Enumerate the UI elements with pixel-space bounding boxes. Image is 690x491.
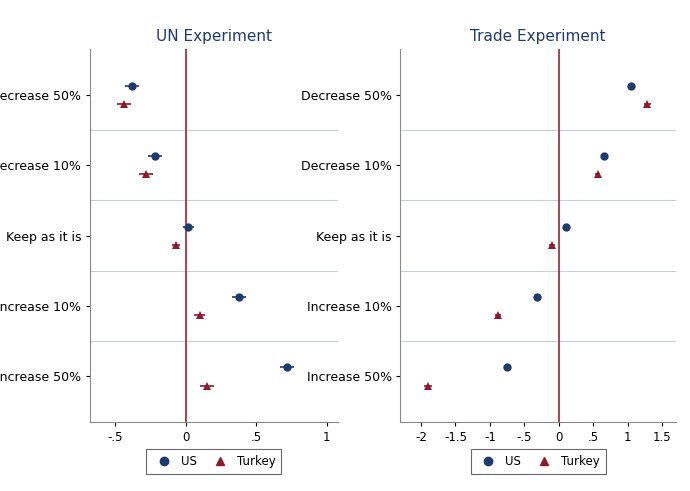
Legend: US, Turkey: US, Turkey: [471, 449, 606, 474]
Title: Trade Experiment: Trade Experiment: [471, 29, 606, 44]
Title: UN Experiment: UN Experiment: [156, 29, 272, 44]
Legend: US, Turkey: US, Turkey: [146, 449, 282, 474]
